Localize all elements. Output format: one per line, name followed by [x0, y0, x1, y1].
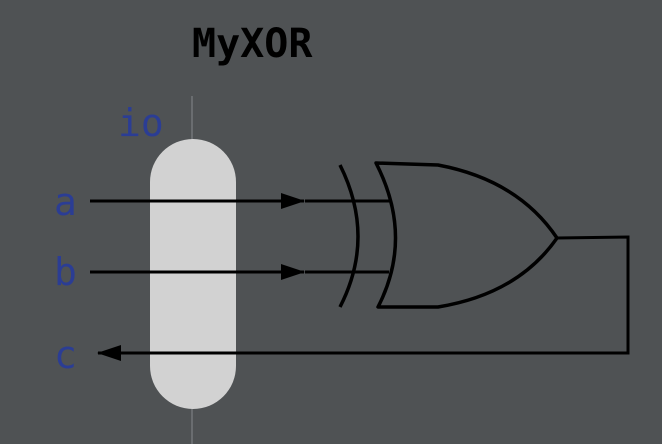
xor-extra-curve: [338, 164, 360, 308]
bundle-label-io: io: [118, 101, 164, 145]
module-title: MyXOR: [192, 21, 313, 67]
xor-gate-symbol: [338, 161, 559, 309]
port-label-b: b: [54, 250, 77, 294]
port-label-a: a: [54, 180, 77, 224]
io-bundle-capsule: [150, 139, 236, 409]
wire-c: [97, 235, 630, 361]
port-label-c: c: [54, 333, 77, 377]
xor-gate-body: [374, 161, 559, 309]
